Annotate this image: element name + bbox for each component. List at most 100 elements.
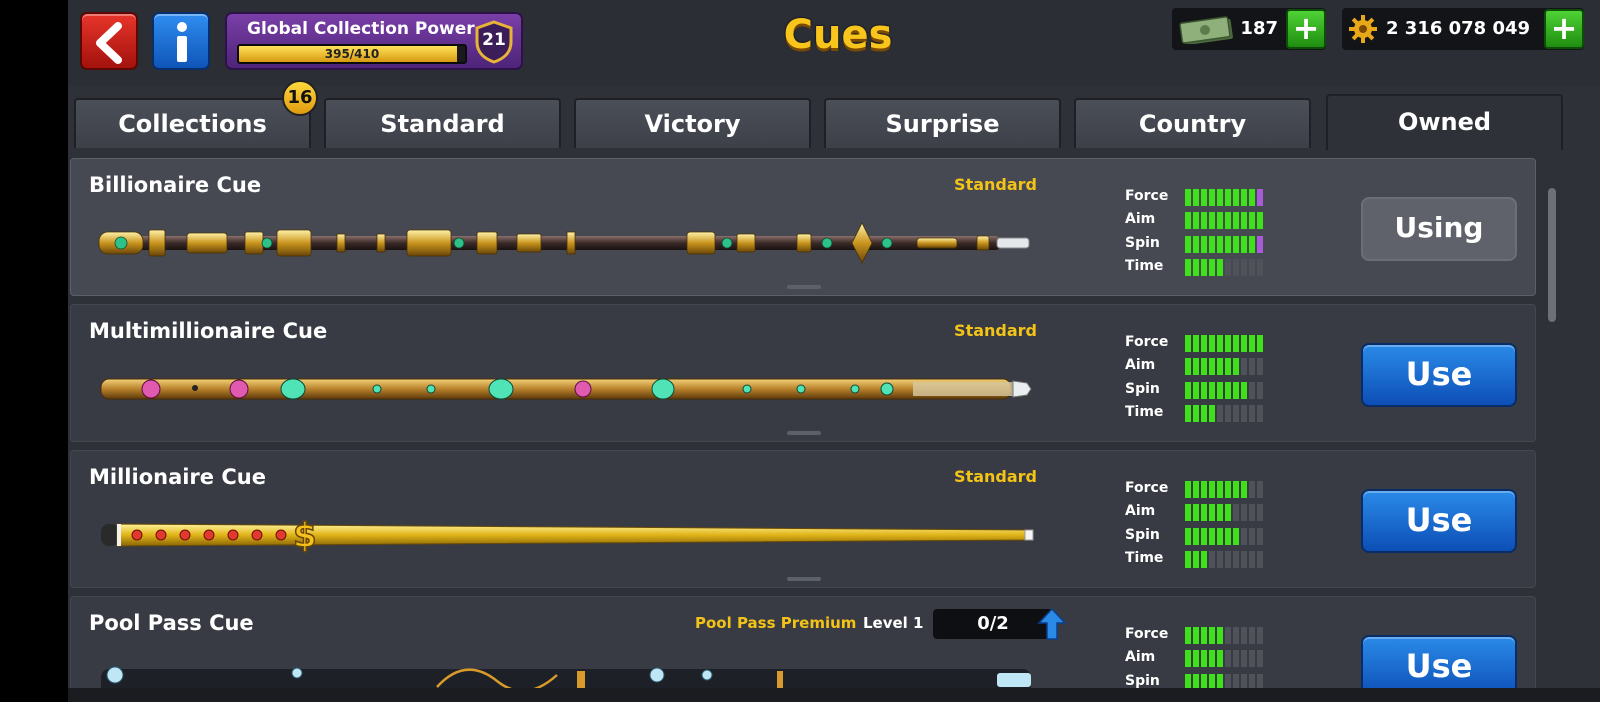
multimillionaire-cue-image: [100, 378, 1032, 400]
tab-standard[interactable]: Standard: [324, 98, 561, 148]
stat-force: Force: [1125, 625, 1285, 648]
stat-aim: Aim: [1125, 210, 1285, 233]
stat-segment: [1193, 358, 1199, 376]
stat-segment: [1201, 258, 1207, 276]
collection-power-count: 395/410: [324, 47, 380, 61]
stat-segment: [1185, 504, 1191, 522]
aim-bars: [1185, 212, 1265, 231]
stat-segment: [1209, 381, 1215, 399]
tab-surprise[interactable]: Surprise: [824, 98, 1061, 148]
stat-label: Spin: [1125, 380, 1160, 397]
stat-segment: [1257, 189, 1263, 206]
category-tabs: Collections Standard Victory Surprise Co…: [68, 94, 1600, 150]
aim-bars: [1185, 650, 1265, 669]
using-button[interactable]: Using: [1361, 197, 1517, 261]
add-coins-button[interactable]: +: [1544, 9, 1584, 49]
tab-collections[interactable]: Collections: [74, 98, 311, 148]
force-bars: [1185, 481, 1265, 500]
level-shield-icon: [475, 20, 513, 64]
stat-segment: [1209, 358, 1215, 376]
tab-owned[interactable]: Owned: [1326, 94, 1563, 150]
cue-card-multimillionaire[interactable]: Multimillionaire Cue Standard: [70, 304, 1536, 442]
spin-bars: [1185, 527, 1265, 547]
cue-name: Pool Pass Cue: [89, 611, 254, 635]
stat-segment: [1233, 650, 1239, 668]
stat-segment: [1257, 481, 1263, 498]
stat-segment: [1201, 235, 1207, 253]
stat-segment: [1257, 504, 1263, 522]
tab-victory[interactable]: Victory: [574, 98, 811, 148]
stat-segment: [1233, 627, 1239, 644]
back-button[interactable]: [80, 12, 138, 70]
add-cash-button[interactable]: +: [1286, 9, 1326, 49]
stat-segment: [1241, 650, 1247, 668]
stat-segment: [1209, 527, 1215, 545]
use-button[interactable]: Use: [1361, 489, 1517, 553]
stat-segment: [1225, 481, 1231, 498]
stat-segment: [1217, 335, 1223, 352]
cue-card-pool-pass[interactable]: Pool Pass Cue Pool Pass Premium Level 1 …: [70, 596, 1536, 702]
cue-stats: Force Aim Spin Time: [1125, 333, 1285, 426]
stat-segment: [1225, 235, 1231, 253]
stat-segment: [1217, 189, 1223, 206]
stat-segment: [1217, 481, 1223, 498]
stat-label: Aim: [1125, 503, 1156, 520]
stat-segment: [1225, 404, 1231, 422]
stat-segment: [1217, 650, 1223, 668]
stat-label: Aim: [1125, 211, 1156, 228]
stat-segment: [1193, 481, 1199, 498]
stat-force: Force: [1125, 333, 1285, 356]
cue-card-billionaire[interactable]: Billionaire Cue Standard: [70, 158, 1536, 296]
stat-segment: [1217, 673, 1223, 691]
stat-segment: [1185, 673, 1191, 691]
tab-country[interactable]: Country: [1074, 98, 1311, 148]
cue-stats: Force Aim Spin Time: [1125, 479, 1285, 572]
pool-pass-progress: 0/2: [933, 609, 1053, 639]
expand-handle[interactable]: [787, 285, 821, 289]
stat-segment: [1209, 627, 1215, 644]
stat-label: Spin: [1125, 526, 1160, 543]
stat-time: Time: [1125, 549, 1285, 572]
stat-segment: [1185, 335, 1191, 352]
stat-segment: [1201, 189, 1207, 206]
stat-label: Aim: [1125, 649, 1156, 666]
stat-segment: [1225, 550, 1231, 568]
stat-label: Aim: [1125, 357, 1156, 374]
collection-power-bar: 395/410: [237, 44, 467, 64]
stat-segment: [1201, 404, 1207, 422]
list-scrollbar[interactable]: [1548, 156, 1558, 326]
stat-segment: [1249, 381, 1255, 399]
force-bars: [1185, 335, 1265, 354]
stat-segment: [1257, 258, 1263, 276]
coins-value: 2 316 078 049: [1386, 18, 1531, 39]
collection-level: 21: [482, 30, 506, 50]
stat-segment: [1209, 335, 1215, 352]
info-button[interactable]: [152, 12, 210, 70]
expand-handle[interactable]: [787, 431, 821, 435]
stat-segment: [1257, 381, 1263, 399]
scroll-thumb[interactable]: [1548, 188, 1556, 322]
page-title: Cues: [783, 12, 893, 58]
billionaire-cue-image: [98, 222, 1030, 264]
stat-segment: [1209, 504, 1215, 522]
back-arrow-icon: [96, 22, 122, 64]
stat-segment: [1249, 189, 1255, 206]
stat-segment: [1249, 404, 1255, 422]
stat-segment: [1225, 212, 1231, 230]
cue-card-millionaire[interactable]: Millionaire Cue Standard $ Force: [70, 450, 1536, 588]
cue-category: Standard: [954, 467, 1037, 486]
upgrade-arrow-icon[interactable]: [1037, 607, 1067, 641]
global-collection-power[interactable]: Global Collection Power 395/410 21: [225, 12, 523, 70]
stat-segment: [1249, 527, 1255, 545]
stat-segment: [1241, 189, 1247, 206]
cue-name: Multimillionaire Cue: [89, 319, 328, 343]
stat-segment: [1225, 189, 1231, 206]
expand-handle[interactable]: [787, 577, 821, 581]
stat-segment: [1233, 673, 1239, 691]
use-button[interactable]: Use: [1361, 343, 1517, 407]
stat-segment: [1233, 550, 1239, 568]
stat-segment: [1193, 381, 1199, 399]
stat-aim: Aim: [1125, 502, 1285, 525]
stat-segment: [1185, 550, 1191, 568]
stat-label: Spin: [1125, 234, 1160, 251]
